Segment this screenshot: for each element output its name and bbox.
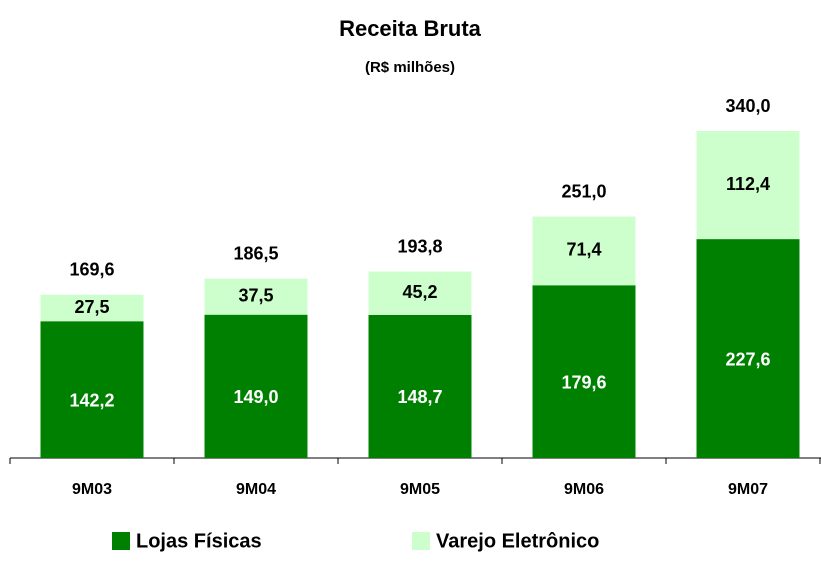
legend-label: Lojas Físicas: [136, 530, 262, 552]
bar-segment: [40, 294, 144, 322]
bar-segment: [204, 278, 308, 315]
bar-segment: [40, 321, 144, 458]
data-label: 149,0: [233, 387, 278, 407]
legend-swatch: [412, 532, 430, 550]
bar-segment: [696, 131, 800, 240]
legend-label: Varejo Eletrônico: [436, 530, 599, 552]
chart-title: Receita Bruta: [339, 16, 482, 41]
bar-segment: [532, 285, 636, 458]
bar-segment: [368, 271, 472, 315]
data-label: 45,2: [402, 282, 437, 302]
bar-segment: [696, 239, 800, 458]
total-label: 169,6: [69, 260, 114, 280]
data-label: 179,6: [561, 372, 606, 392]
x-tick-label: 9M03: [72, 481, 112, 498]
data-label: 148,7: [397, 387, 442, 407]
bar-segment: [204, 314, 308, 458]
data-label: 112,4: [726, 174, 770, 194]
total-label: 186,5: [233, 243, 278, 263]
x-tick-label: 9M06: [564, 481, 604, 498]
x-tick-label: 9M07: [728, 481, 768, 498]
total-label: 193,8: [397, 236, 442, 256]
data-label: 227,6: [725, 349, 770, 369]
bar-segment: [368, 314, 472, 458]
data-label: 71,4: [566, 240, 601, 260]
total-label: 340,0: [725, 96, 770, 116]
data-label: 37,5: [238, 285, 273, 305]
legend-swatch: [112, 532, 130, 550]
x-tick-label: 9M04: [236, 481, 276, 498]
data-label: 27,5: [74, 297, 109, 317]
chart-subtitle: (R$ milhões): [365, 59, 455, 76]
total-label: 251,0: [561, 181, 606, 201]
data-label: 142,2: [69, 390, 114, 410]
x-tick-label: 9M05: [400, 481, 440, 498]
bar-segment: [532, 216, 636, 286]
